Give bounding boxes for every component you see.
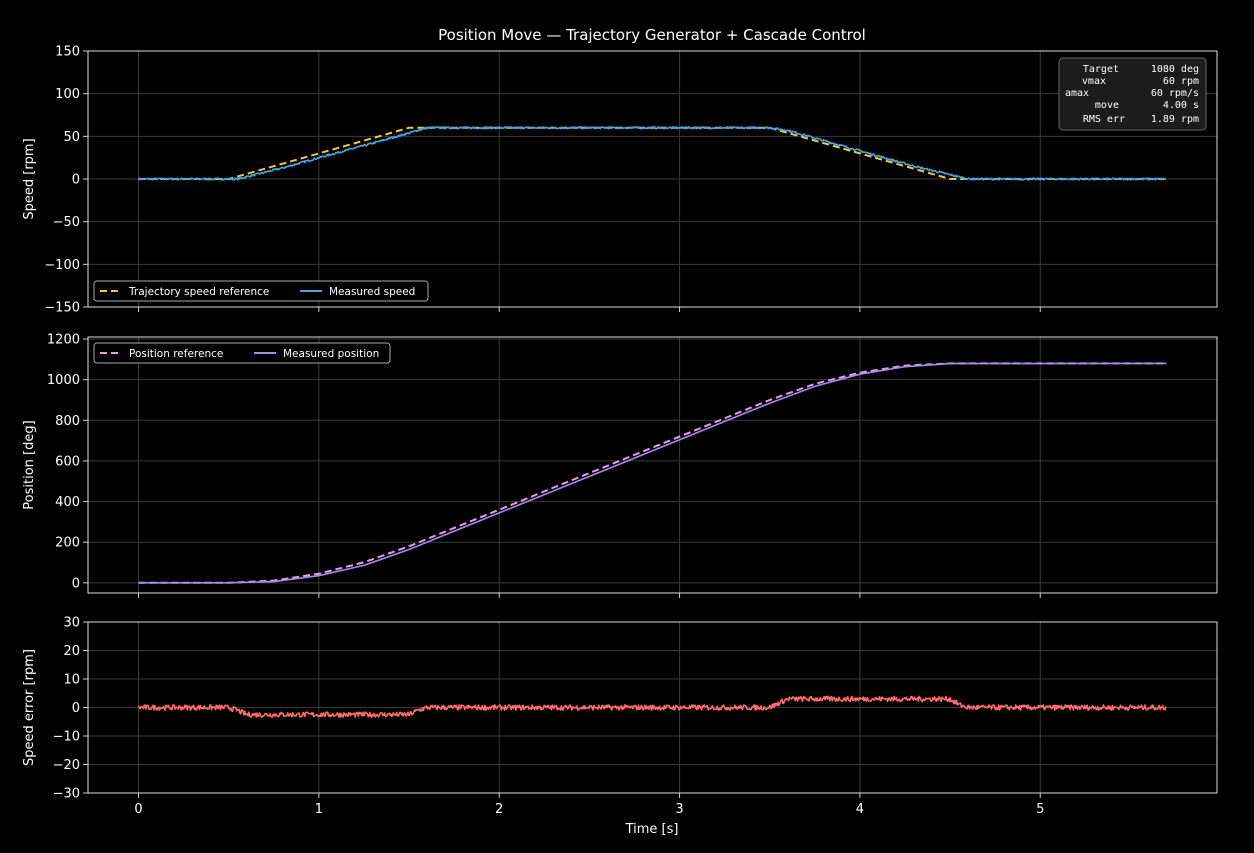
info-vmax-label: vmax — [1082, 76, 1106, 87]
x-tick-label: 3 — [675, 802, 683, 817]
y-tick-label: −10 — [53, 730, 80, 745]
info-target-value: 1080 deg — [1151, 64, 1199, 75]
y-tick-label: 0 — [72, 173, 80, 188]
y-tick-label: −50 — [53, 215, 80, 230]
info-rms-label: RMS err — [1083, 114, 1125, 125]
series-line-speed-error — [137, 695, 1167, 718]
y-tick-label: 10 — [63, 673, 80, 688]
legend-label: Trajectory speed reference — [128, 286, 269, 298]
y-tick-label: −30 — [53, 787, 80, 802]
y-tick-label: −150 — [44, 301, 80, 316]
series-line-measured-speed — [137, 126, 1167, 181]
y-axis-label: Speed [rpm] — [22, 138, 37, 219]
legend: Trajectory speed reference Measured speed — [93, 280, 429, 302]
y-tick-label: 0 — [72, 576, 80, 591]
x-tick-label: 2 — [495, 802, 503, 817]
y-tick-label: −100 — [44, 258, 80, 273]
info-box: Target 1080 deg vmax 60 rpm amax 60 rpm/… — [1058, 57, 1207, 131]
y-tick-label: 400 — [55, 495, 80, 510]
legend-label: Measured speed — [329, 286, 415, 298]
figure-title: Position Move — Trajectory Generator + C… — [438, 26, 866, 44]
axes-frame — [87, 50, 1218, 308]
y-axis-label: Speed error [rpm] — [22, 649, 37, 766]
y-tick-label: 200 — [55, 536, 80, 551]
x-tick-label: 0 — [134, 802, 142, 817]
legend: Position reference Measured position — [93, 342, 391, 364]
x-axis-label: Time [s] — [625, 822, 679, 837]
y-tick-label: −20 — [53, 758, 80, 773]
y-tick-label: 600 — [55, 454, 80, 469]
y-tick-label: 20 — [63, 644, 80, 659]
legend-frame — [93, 342, 391, 364]
legend-label: Position reference — [129, 348, 223, 360]
y-tick-label: 1000 — [47, 373, 80, 388]
info-amax-value: 60 rpm/s — [1151, 88, 1199, 99]
panel-3: −30 −20 −10 0 10 20 30 0 1 2 3 4 5 Speed error [rpm] — [22, 616, 1218, 817]
y-axis-label: Position [deg] — [22, 420, 37, 509]
y-tick-label: 30 — [63, 616, 80, 631]
legend-frame — [93, 280, 429, 302]
x-tick-label: 1 — [315, 802, 323, 817]
info-rms-value: 1.89 rpm — [1151, 114, 1199, 125]
info-move-label: move — [1095, 100, 1119, 111]
y-tick-label: 100 — [55, 87, 80, 102]
info-amax-label: amax — [1065, 88, 1089, 99]
panel-2: 0 200 400 600 800 1000 1200 Position [deg] Posit… — [22, 333, 1218, 598]
legend-label: Measured position — [283, 348, 379, 360]
info-vmax-value: 60 rpm — [1163, 76, 1199, 87]
y-tick-label: 800 — [55, 414, 80, 429]
y-tick-label: 0 — [72, 701, 80, 716]
y-tick-label: 150 — [55, 45, 80, 60]
y-tick-label: 50 — [63, 130, 80, 145]
info-move-value: 4.00 s — [1163, 100, 1199, 111]
y-tick-label: 1200 — [47, 333, 80, 348]
axes-frame — [87, 336, 1218, 594]
panel-1: −150 −100 −50 0 50 100 150 Speed [rpm] Trajector… — [22, 45, 1218, 316]
info-target-label: Target — [1083, 64, 1119, 75]
axes-frame — [87, 621, 1218, 794]
series-line-measured-position — [138, 362, 1167, 584]
x-tick-label: 4 — [856, 802, 864, 817]
x-tick-label: 5 — [1036, 802, 1044, 817]
